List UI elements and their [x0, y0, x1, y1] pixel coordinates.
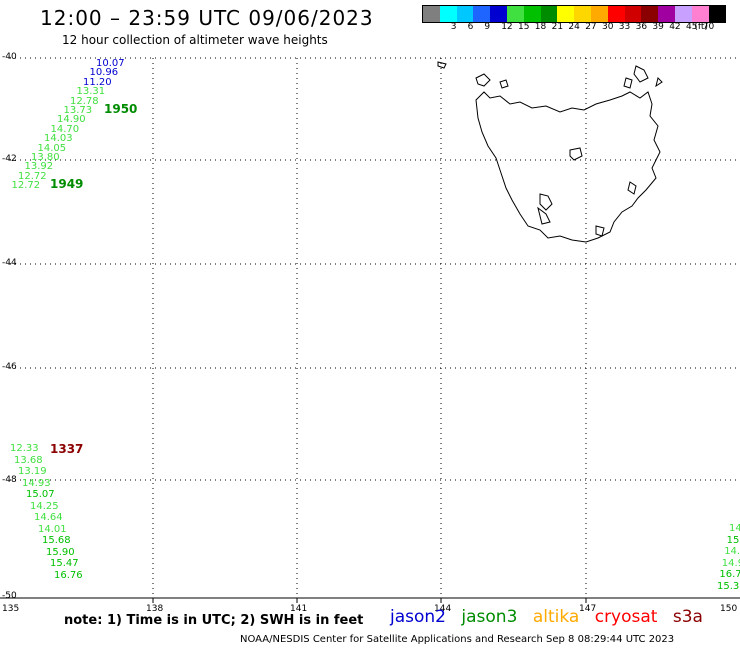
wave-height-label: 14.9 [724, 546, 740, 558]
legend-label: 21 [551, 22, 564, 32]
wave-height-label: 14.05 [37, 142, 67, 154]
wave-height-label: 13.31 [76, 86, 106, 98]
wave-height-label: 14.03 [44, 133, 73, 145]
satellite-name: s3a [672, 607, 703, 627]
legend-label: 15 [518, 22, 530, 32]
satellite-name: altika [532, 607, 580, 627]
wave-height-label: 10.07 [96, 58, 125, 69]
legend-label: 24 [568, 22, 580, 32]
legend-swatch [624, 6, 642, 22]
lat-label: -50 [2, 591, 17, 601]
legend-label: 36 [635, 22, 648, 32]
legend-label: 39 [652, 22, 664, 32]
wave-height-label: 15. [726, 534, 740, 546]
legend-swatch [607, 6, 625, 22]
legend-swatch [439, 6, 457, 22]
legend-label: 33 [618, 22, 631, 32]
wave-height-label: 15.38 [717, 581, 740, 592]
lat-label: -44 [2, 258, 17, 268]
wave-height-label: 14.64 [34, 512, 63, 523]
credit-footer: NOAA/NESDIS Center for Satellite Applica… [240, 634, 675, 645]
wave-height-label: 12.72 [11, 180, 41, 192]
legend-label: 12 [501, 22, 513, 32]
legend-label: 45 [686, 22, 698, 32]
color-legend-bar [422, 5, 727, 23]
pass-label: 1950 [104, 102, 138, 116]
wave-height-label: 15.07 [26, 489, 55, 500]
wave-height-label: 13.80 [31, 152, 60, 163]
satellite-name: jason3 [461, 607, 518, 627]
wave-height-label: 16.76 [719, 569, 740, 581]
legend-swatch [641, 6, 659, 22]
lat-grid [10, 57, 740, 481]
pass-label: 1337 [50, 442, 84, 456]
lon-label: 147 [579, 604, 597, 614]
legend-label: 30 [602, 22, 614, 32]
wave-height-label: 12.78 [70, 95, 99, 107]
wave-height-label: 14.70 [50, 123, 80, 135]
wave-height-label: 13.68 [14, 454, 43, 466]
wave-height-label: 14.01 [38, 523, 67, 535]
legend-label: 9 [484, 22, 491, 32]
wave-height-label: 12.33 [10, 443, 39, 454]
legend-swatch [708, 6, 726, 22]
legend-swatch [490, 6, 507, 22]
legend-label: 42 [669, 22, 681, 32]
color-legend-labels: 3 6 9 12 15 18 21 24 27 30 33 36 39 42 45 70 (ft) [422, 22, 740, 34]
wave-height-label: 13.73 [63, 105, 93, 116]
lon-label: 138 [146, 604, 164, 614]
pass-label: 1949 [50, 177, 84, 191]
wave-height-label: 14 [729, 523, 740, 534]
wave-height-label: 10.96 [89, 67, 119, 79]
wave-height-label: 15.47 [50, 558, 79, 569]
wave-height-label: 14.25 [30, 500, 59, 512]
satellite-name: cryosat [594, 607, 658, 627]
wave-height-label: 13.92 [24, 161, 54, 173]
legend-label: 70 [702, 22, 715, 32]
legend-swatch [523, 6, 541, 22]
lat-label: -48 [2, 475, 17, 485]
wave-height-label: 16.76 [54, 569, 83, 581]
wave-height-label: 14.90 [57, 114, 86, 126]
legend-label: 6 [467, 22, 474, 32]
legend-unit: (ft) [694, 22, 708, 32]
satellite-name: jason2 [390, 607, 446, 627]
legend-swatch [557, 6, 575, 22]
map-frame-ticks [0, 597, 740, 603]
lat-label: -40 [2, 52, 17, 62]
map-title: 12:00 – 23:59 UTC 09/06/2023 [40, 6, 374, 30]
legend-swatch [540, 6, 558, 22]
wave-height-label: 12.72 [18, 170, 47, 182]
legend-label: 18 [534, 22, 547, 32]
map-subtitle: 12 hour collection of altimeter wave hei… [62, 33, 328, 47]
tasmania-coastline [437, 61, 663, 243]
legend-swatch [574, 6, 591, 22]
units-note: note: 1) Time is in UTC; 2) SWH is in fe… [64, 613, 364, 628]
wave-height-label: 14.93 [22, 477, 51, 489]
legend-swatch [423, 6, 440, 22]
legend-swatch [674, 6, 692, 22]
lon-grid [152, 58, 587, 598]
lon-label: 144 [434, 604, 452, 614]
legend-swatch [456, 6, 474, 22]
satellite-legend: jason2 jason3 altika cryosat s3a [390, 607, 713, 627]
legend-swatch [691, 6, 709, 22]
wave-height-label: 14.9 [721, 557, 740, 569]
wave-height-label: 15.68 [42, 535, 71, 546]
wave-height-label: 13.19 [18, 466, 47, 477]
legend-swatch [590, 6, 608, 22]
lon-label: 150 [720, 604, 738, 614]
legend-swatch [506, 6, 524, 22]
lat-label: -46 [2, 362, 17, 372]
wave-height-label: 11.20 [83, 76, 112, 88]
lon-label: 141 [290, 604, 308, 614]
legend-label: 27 [585, 22, 597, 32]
wave-height-label: 15.90 [46, 546, 75, 558]
legend-swatch [473, 6, 491, 22]
legend-label: 3 [450, 22, 457, 32]
legend-swatch [658, 6, 675, 22]
lat-label: -42 [2, 154, 17, 164]
lon-label: 135 [2, 604, 20, 614]
